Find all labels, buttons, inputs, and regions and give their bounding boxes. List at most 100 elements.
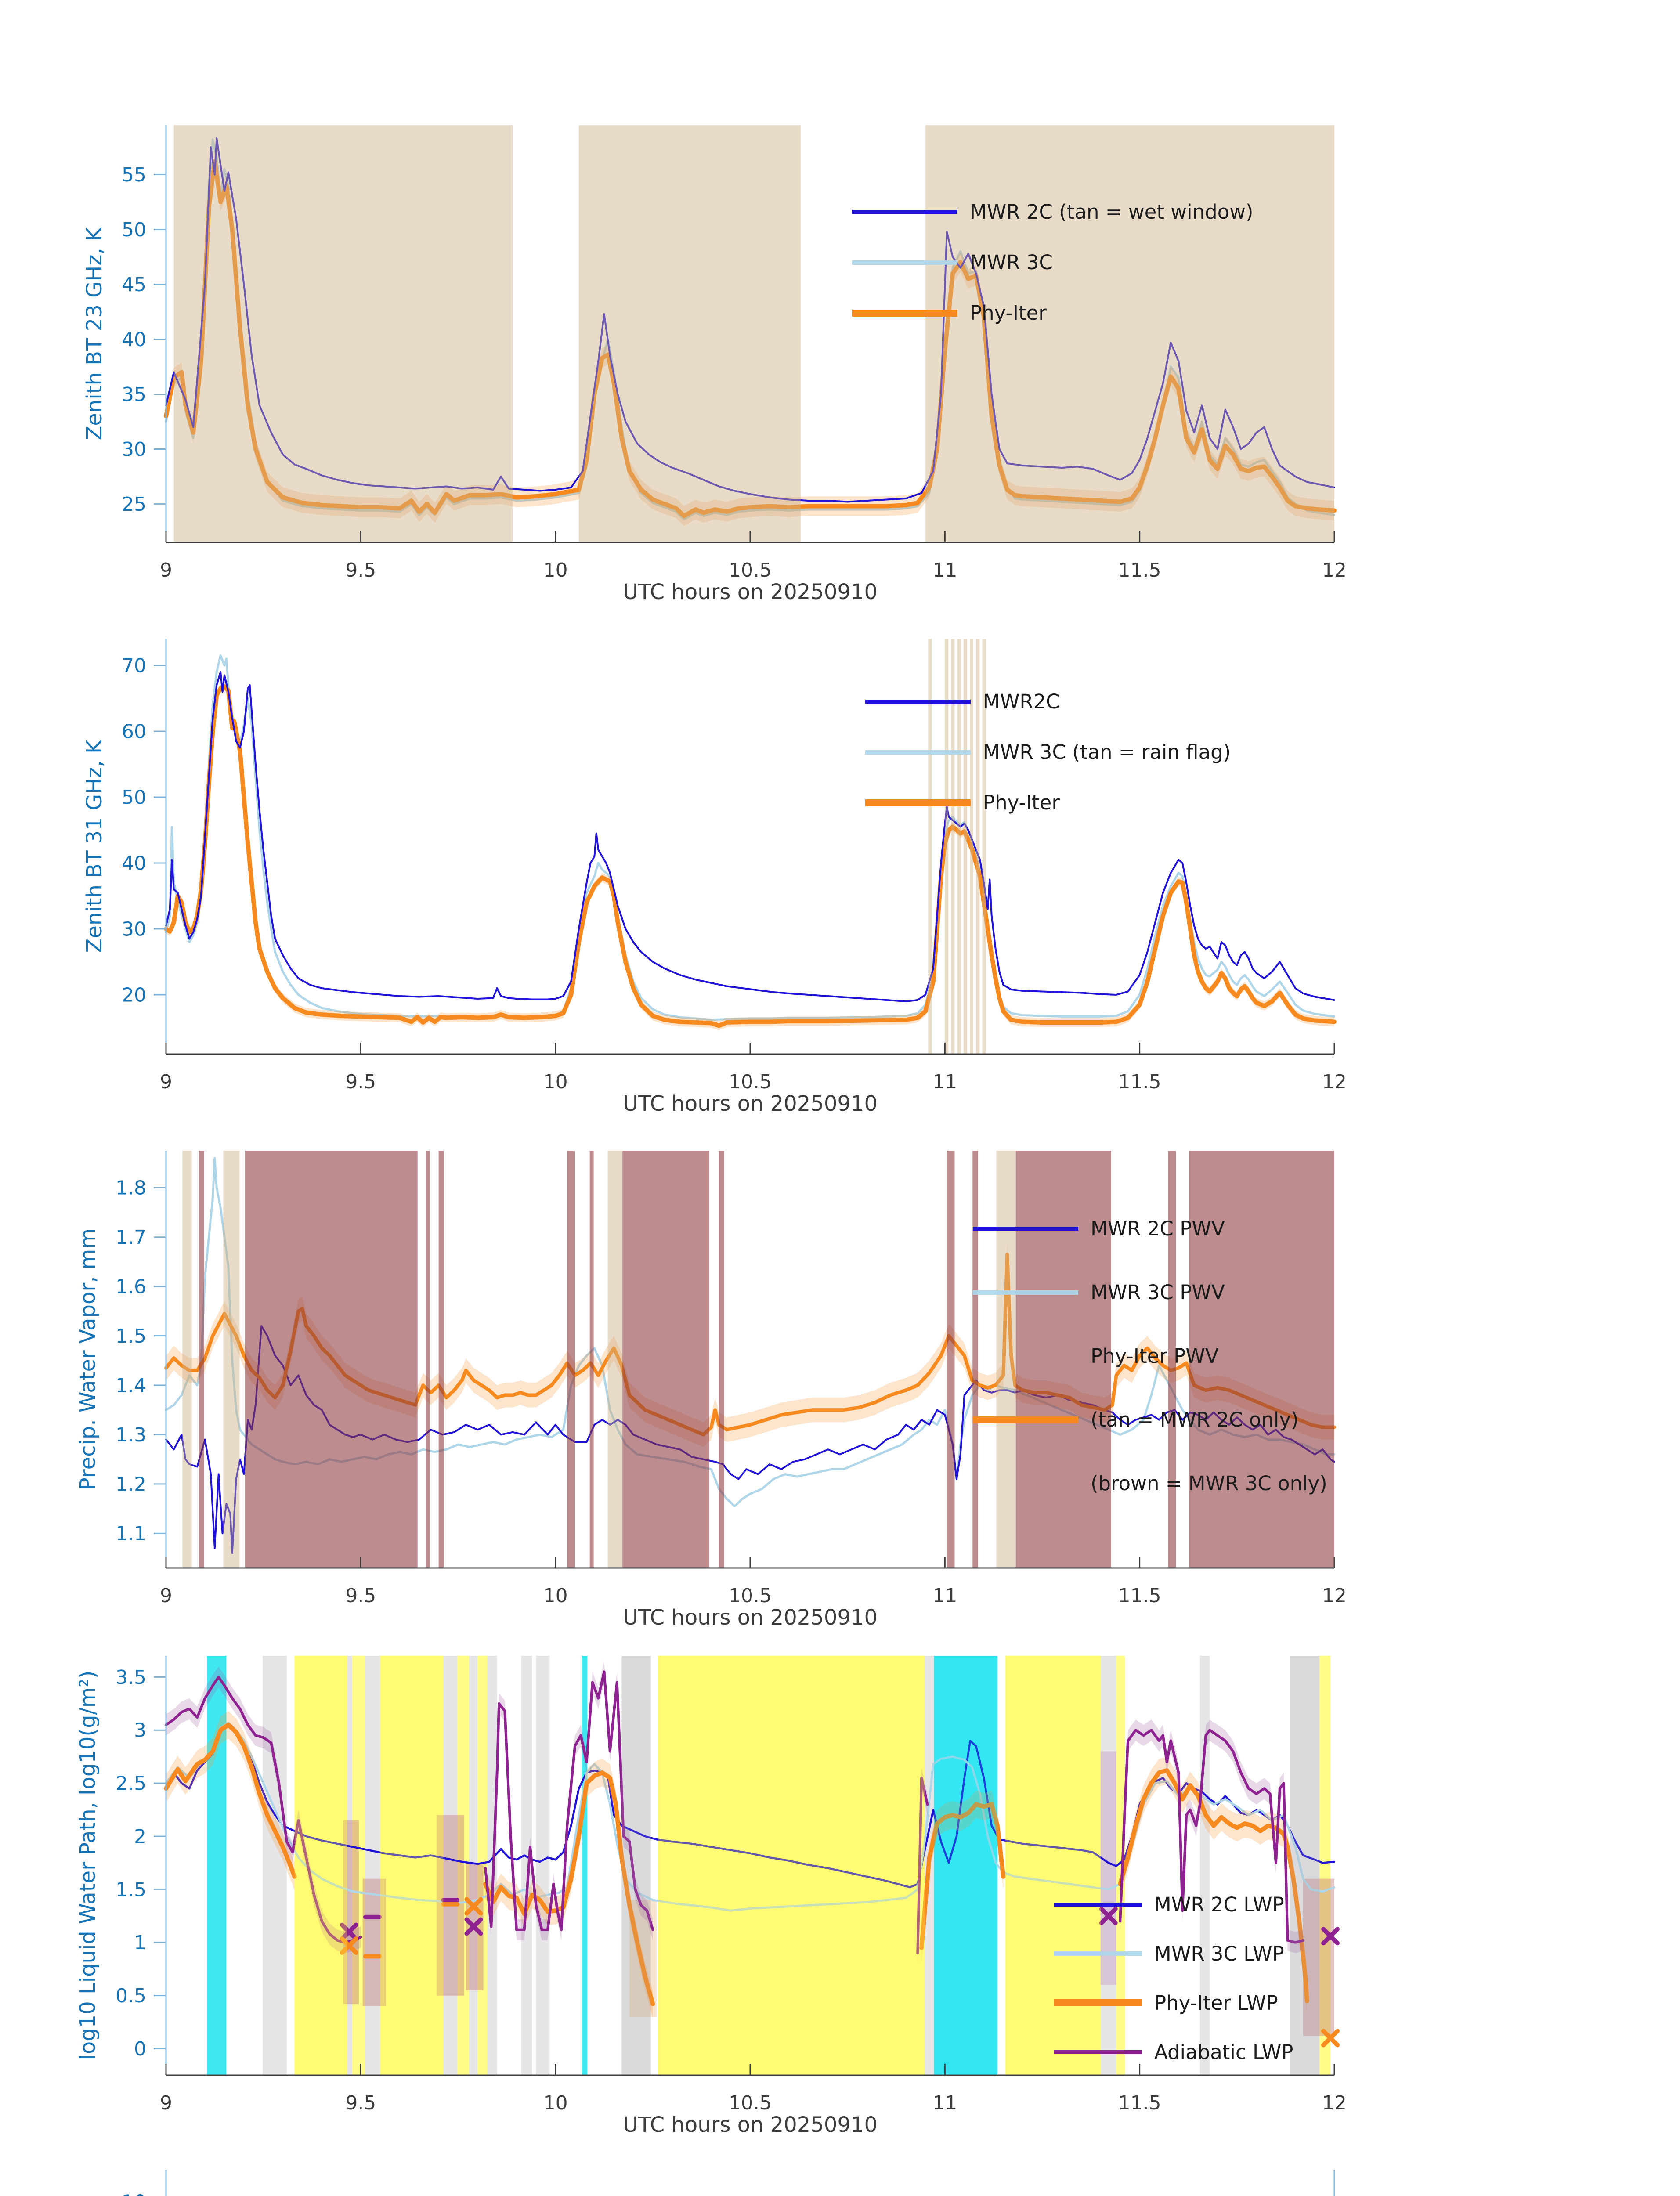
bt31-axes: 20 30 40 50 60 70 9 9.5 10 10.5 11 11.5 12	[122, 639, 1347, 1093]
bt23-xtick-label: 12	[1322, 559, 1347, 582]
mwr2c-line-swatch	[852, 210, 957, 214]
bt23-ytick-label: 45	[122, 274, 146, 296]
bt31-mwr2c-line	[165, 671, 1335, 1002]
lwp-overlay-region	[294, 1656, 347, 2075]
lwp-xtick-label: 10	[543, 2092, 568, 2114]
pwv-overlay-region	[426, 1151, 430, 1568]
legend-item-mwr2c-lwp: MWR 2C LWP	[1054, 1880, 1293, 1929]
pwv-ytick-label: 1.4	[116, 1374, 146, 1397]
lwp-phyiter-lwp-envelope	[1120, 1756, 1307, 2015]
pwv-ytick-label: 1.7	[116, 1226, 146, 1249]
mwr2c-pwv-line-swatch	[973, 1227, 1078, 1231]
pwv-ytick-label: 1.2	[116, 1473, 146, 1495]
lwp-axes: 00.511.522.533.59 9.5 10 10.5 11 11.5 12	[116, 1656, 1347, 2114]
bt31-ytick-label: 20	[122, 984, 146, 1006]
lwp-shade-region	[343, 1820, 359, 2005]
lwp-phyiter-lwp-line	[919, 1802, 1006, 1950]
lwp-shade-region	[1303, 1878, 1334, 2036]
bt31-xtick-label: 11	[932, 1071, 957, 1093]
lwp-adiabatic-lwp-line	[916, 1777, 929, 1954]
bt23-ytick-label: 35	[122, 383, 146, 406]
pwv-xtick-label: 10	[543, 1585, 568, 1607]
lwp-shade-region	[621, 1656, 651, 2075]
lwp-adiabatic-lwp-line	[484, 1670, 654, 1931]
lwp-shade-region	[934, 1656, 998, 2075]
bt23-xtick-label: 11	[932, 559, 957, 582]
legend-item-phyiter: Phy-Iter	[865, 777, 1231, 828]
bt23-phyiter-envelope	[166, 152, 1334, 526]
bt31-overlay-region	[982, 639, 986, 1054]
bt23-xtick-label: 10.5	[729, 559, 772, 582]
mwr3c-lwp-line-swatch	[1054, 1951, 1142, 1956]
pwv-overlay-region	[1168, 1151, 1176, 1568]
bt31-overlay-region	[963, 639, 967, 1054]
lwp-ytick-label: 1.5	[116, 1878, 146, 1901]
lwp-shade-region	[477, 1656, 488, 2075]
pwv-overlay-region	[719, 1151, 724, 1568]
lwp-shade-region	[443, 1656, 458, 2075]
bt23-ytick-label: 50	[122, 219, 146, 241]
bt23-legend: MWR 2C (tan = wet window) MWR 3C Phy-Ite…	[852, 187, 1254, 338]
lwp-shade-region	[365, 1656, 380, 2075]
bt31-xtick-label: 12	[1322, 1071, 1347, 1093]
legend-item-mwr2c: MWR 2C (tan = wet window)	[852, 187, 1254, 237]
lwp-overlay-region	[621, 1656, 651, 2075]
phyiter-line-swatch	[852, 309, 957, 317]
lwp-xtick-label: 9.5	[345, 2092, 376, 2114]
bt23-overlay-region	[173, 125, 513, 542]
bt31-phyiter-line	[164, 684, 1337, 1028]
chart-bt31: 20 30 40 50 60 70 9 9.5 10 10.5 11 11.5 12	[122, 639, 1347, 1093]
lwp-ytick-label: 2	[134, 1825, 146, 1848]
lwp-shade-region	[521, 1656, 532, 2075]
bt31-ytick-label: 40	[122, 852, 146, 874]
lwp-purple-x-marker	[464, 1917, 483, 1936]
lwp-shade-region	[1319, 1656, 1331, 2075]
pwv-xtick-label: 10.5	[729, 1585, 772, 1607]
legend-item-mwr3c-pwv: MWR 3C PWV	[973, 1261, 1327, 1324]
legend-item-phyiter-pwv: Phy-Iter PWV	[1091, 1344, 1219, 1368]
lwp-orange-x-marker	[1321, 2029, 1340, 2048]
pwv-ytick-label: 1.6	[116, 1276, 146, 1298]
lwp-purple-x-marker	[1321, 1927, 1340, 1946]
bt31-overlay-region	[970, 639, 974, 1054]
lwp-orange-x-marker	[340, 1936, 358, 1955]
lwp-overlay-region	[934, 1656, 998, 2075]
bt31-xtick-label: 11.5	[1118, 1071, 1161, 1093]
pwv-overlay-region	[996, 1151, 1016, 1568]
lwp-adiabatic-lwp-line	[165, 1676, 362, 1944]
bt31-xtick-label: 10	[543, 1071, 568, 1093]
lwp-ytick-label: 1	[134, 1932, 146, 1954]
bt31-xlabel: UTC hours on 20250910	[623, 1091, 878, 1116]
chart-bt23: 25 30 35 40 45 50 55 9 9.5 10 10.5 11 11.5 12	[122, 125, 1347, 582]
lwp-xtick-label: 12	[1322, 2092, 1347, 2114]
bt31-overlay-region	[976, 639, 980, 1054]
bt31-ytick-label: 30	[122, 918, 146, 940]
legend-item-mwr3c: MWR 3C	[852, 237, 1254, 288]
lwp-ytick-label: 0.5	[116, 1985, 146, 2007]
pwv-overlay-region	[589, 1151, 594, 1568]
pwv-xlabel: UTC hours on 20250910	[623, 1605, 878, 1630]
lwp-shade-region	[536, 1656, 550, 2075]
lwp-ylabel: log10 Liquid Water Path, log10(g/m²)	[76, 1670, 100, 2060]
legend-item-mwr2c-pwv: MWR 2C PWV	[973, 1197, 1327, 1261]
lwp-phyiter-lwp-envelope	[921, 1791, 1004, 1962]
bt23-xtick-label: 9	[160, 559, 172, 582]
lwp-orange-x-marker	[464, 1897, 483, 1916]
pwv-ytick-label: 1.8	[116, 1177, 146, 1199]
legend-item-phyiter-lwp: Phy-Iter LWP	[1054, 1978, 1293, 2027]
bt31-ytick-label: 50	[122, 786, 146, 809]
lwp-phyiter-lwp-envelope	[166, 1711, 295, 1891]
lwp-adiabatic-lwp-line	[1119, 1729, 1305, 1944]
legend-item-mwr3c-lwp: MWR 3C LWP	[1054, 1929, 1293, 1978]
lwp-mwr3c-lwp-line	[165, 1721, 1336, 1912]
lwp-ytick-label: 0	[134, 2038, 146, 2060]
pwv-overlay-region	[567, 1151, 575, 1568]
bt23-xlabel: UTC hours on 20250910	[623, 580, 878, 604]
bt23-overlay-region	[925, 125, 1334, 542]
pwv-overlay-region	[199, 1151, 204, 1568]
lwp-shade-region	[487, 1656, 497, 2075]
bt31-legend: MWR2C MWR 3C (tan = rain flag) Phy-Iter	[865, 676, 1231, 828]
